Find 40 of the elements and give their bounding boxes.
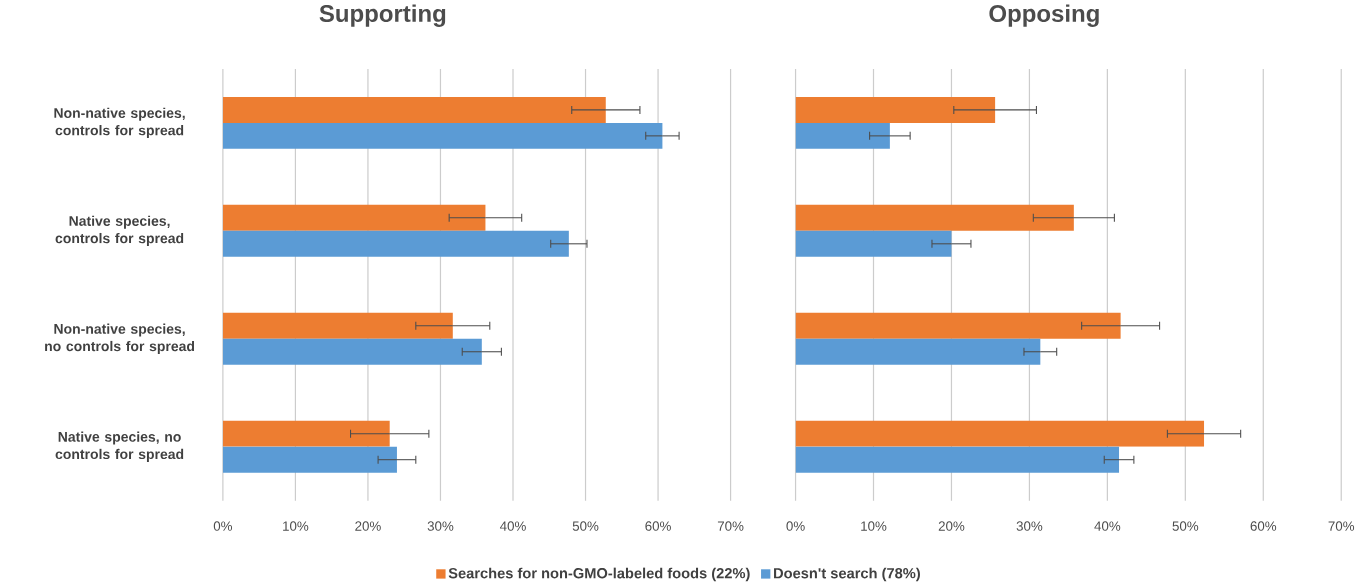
x-tick-label: 10% [861, 521, 887, 531]
legend-label: Searches for non-GMO-labeled foods (22%) [448, 567, 750, 582]
bar [795, 231, 952, 257]
x-tick-label: 20% [355, 521, 381, 531]
x-tick-label: 40% [499, 521, 526, 531]
y-tick-label: Native species, no controls for spread [55, 431, 184, 463]
bar [795, 420, 1205, 447]
bar [222, 420, 390, 447]
x-tick-label: 10% [283, 521, 309, 531]
x-tick-label: 60% [645, 521, 671, 531]
x-tick-label: 20% [938, 521, 965, 531]
x-tick-label: 40% [1094, 521, 1121, 531]
bar [795, 338, 1041, 365]
bar [795, 446, 1120, 473]
bar [222, 123, 663, 150]
x-tick-label: 0% [786, 521, 805, 531]
x-tick-label: 30% [1016, 521, 1043, 531]
bar [795, 205, 1074, 231]
chart-title: Opposing [989, 4, 1099, 28]
legend-label: Doesn't search (78%) [774, 567, 920, 582]
bar [222, 312, 453, 339]
y-tick-label: Native species, controls for spread [55, 215, 184, 247]
bar [795, 312, 1121, 339]
bar [222, 205, 486, 232]
chart-title: Supporting [319, 4, 446, 28]
bar [795, 97, 996, 124]
x-tick-label: 30% [427, 521, 454, 531]
x-tick-label: 70% [717, 521, 744, 531]
x-tick-label: 0% [213, 521, 233, 531]
bar [222, 338, 482, 365]
bar [795, 123, 890, 150]
y-tick-label: Non-native species, no controls for spread [45, 323, 195, 355]
x-tick-label: 50% [572, 521, 599, 531]
x-tick-label: 70% [1328, 521, 1355, 531]
bar [222, 97, 606, 124]
y-tick-label: Non-native species, controls for spread [54, 107, 185, 139]
x-tick-label: 50% [1172, 521, 1199, 531]
bar [222, 231, 569, 257]
bar [222, 446, 397, 473]
x-tick-label: 60% [1250, 521, 1277, 531]
